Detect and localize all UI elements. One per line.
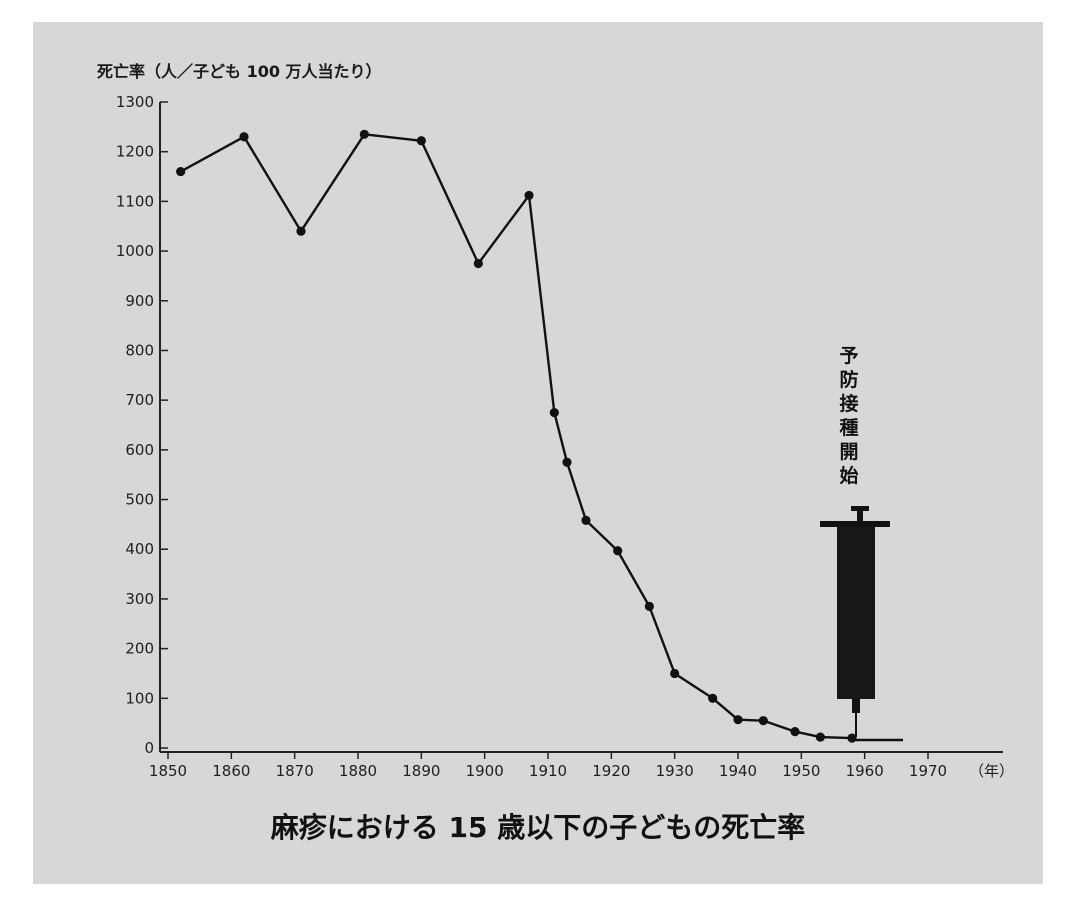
x-tick-label: 1890 bbox=[402, 762, 440, 780]
x-tick-label: 1970 bbox=[909, 762, 947, 780]
y-tick-label: 0 bbox=[144, 739, 154, 757]
annotation-layer: 予防接種開始 bbox=[820, 345, 903, 742]
x-axis-unit-label: （年） bbox=[969, 762, 1014, 780]
y-tick-label: 300 bbox=[125, 590, 154, 608]
y-ticks: 0 100 200 300 400 500 600 700 800 900 1000 1100 1200… bbox=[116, 93, 168, 757]
data-point bbox=[644, 601, 654, 611]
x-tick-label: 1880 bbox=[339, 762, 377, 780]
series-line bbox=[180, 133, 853, 740]
x-tick-label: 1870 bbox=[276, 762, 314, 780]
y-tick-label: 1300 bbox=[116, 93, 154, 111]
chart-photo: 死亡率（人／子ども 100 万人当たり） 0 100 200 300 400 500 600… bbox=[33, 22, 1043, 884]
axes bbox=[159, 102, 1003, 753]
data-point bbox=[708, 693, 718, 703]
series-layer bbox=[176, 129, 857, 743]
y-tick-label: 900 bbox=[125, 292, 154, 310]
data-point bbox=[670, 668, 680, 679]
y-tick-label: 500 bbox=[125, 491, 154, 509]
x-tick-label: 1940 bbox=[719, 762, 757, 780]
y-tick-label: 400 bbox=[125, 540, 154, 558]
y-tick-label: 1200 bbox=[116, 143, 154, 161]
data-point bbox=[613, 546, 623, 556]
chart-title: 麻疹における 15 歳以下の子どもの死亡率 bbox=[271, 811, 805, 844]
data-point bbox=[758, 716, 768, 726]
y-tick-label: 200 bbox=[125, 640, 154, 658]
data-point bbox=[473, 258, 483, 269]
x-tick-label: 1960 bbox=[846, 762, 884, 780]
data-point bbox=[176, 166, 186, 177]
y-tick-label: 100 bbox=[125, 689, 154, 707]
x-tick-label: 1900 bbox=[466, 762, 504, 780]
syringe-icon bbox=[820, 506, 890, 737]
x-tick-label: 1910 bbox=[529, 762, 567, 780]
y-tick-label: 1100 bbox=[116, 192, 154, 210]
x-tick-label: 1950 bbox=[782, 762, 820, 780]
data-point bbox=[815, 732, 825, 742]
vaccination-start-label: 予防接種開始 bbox=[839, 345, 858, 487]
x-ticks: 1850 1860 1870 1880 1890 1900 1910 1920 1930 1940… bbox=[149, 752, 947, 780]
y-tick-label: 700 bbox=[125, 391, 154, 409]
data-point bbox=[562, 457, 572, 467]
x-tick-label: 1850 bbox=[149, 762, 187, 780]
data-point bbox=[733, 715, 743, 725]
data-point bbox=[416, 136, 426, 146]
data-point bbox=[581, 515, 591, 526]
data-point bbox=[359, 129, 369, 139]
data-point bbox=[296, 226, 306, 236]
data-point bbox=[239, 132, 249, 142]
y-tick-label: 1000 bbox=[116, 242, 154, 260]
x-tick-label: 1860 bbox=[212, 762, 250, 780]
x-tick-label: 1920 bbox=[592, 762, 630, 780]
x-tick-label: 1930 bbox=[656, 762, 694, 780]
y-axis-title: 死亡率（人／子ども 100 万人当たり） bbox=[97, 62, 382, 81]
y-tick-label: 800 bbox=[125, 341, 154, 359]
data-point bbox=[524, 190, 534, 201]
data-point bbox=[790, 727, 800, 737]
y-tick-label: 600 bbox=[125, 441, 154, 459]
chart-area: 死亡率（人／子ども 100 万人当たり） 0 100 200 300 400 500 600… bbox=[97, 62, 1014, 844]
data-point bbox=[549, 407, 559, 418]
